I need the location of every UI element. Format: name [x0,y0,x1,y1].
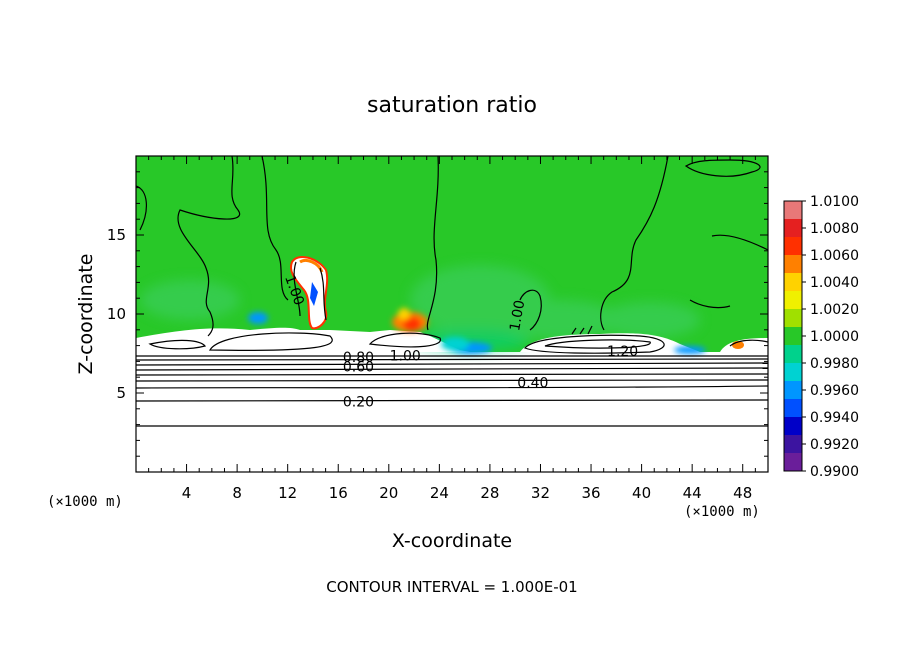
contour-line [711,234,768,251]
saturation-field: 1.001.001.00 1.200.800.600.400.20 [136,156,768,472]
x-tick-label: 48 [733,484,752,502]
y-tick-label: 15 [107,226,126,244]
light-patch [140,280,240,320]
contour-line [293,261,327,321]
supersaturated-patch [403,317,421,331]
y-axis-title: Z-coordinate [75,254,97,375]
colorbar-swatch [784,219,802,238]
colorbar-swatch [784,273,802,292]
colorbar-label: 0.9960 [810,383,859,399]
contour-line [136,379,768,382]
contour-line [136,373,768,376]
colorbar-label: 1.0080 [810,221,859,237]
x-tick-label: 40 [632,484,651,502]
colorbar: 1.0100 1.0080 1.0060 1.0040 1.0020 1.0000 0.99… [783,194,859,480]
colorbar-label: 1.0060 [810,248,859,264]
y-tick-label: 5 [116,384,126,402]
contour-line [524,334,665,354]
contour-label: 0.20 [343,394,374,410]
colorbar-swatch [784,309,802,328]
x-axis-title: X-coordinate [392,530,512,552]
contour-line [136,367,768,371]
contour-line [136,362,768,366]
x-tick-label: 28 [480,484,499,502]
colorbar-swatch [784,435,802,454]
light-patch [600,302,700,338]
colorbar-label: 1.0100 [810,194,859,210]
x-tick-label: 8 [232,484,242,502]
x-tick-label: 24 [430,484,449,502]
contour-label: 0.60 [343,360,374,376]
colorbar-swatch [784,345,802,364]
contour-line [368,332,441,348]
contour-line [729,339,768,347]
subsaturated-patch [674,346,706,354]
colorbar-swatch [784,417,802,436]
colorbar-swatch [784,327,802,346]
contour-line [519,289,542,331]
x-tick-label: 36 [581,484,600,502]
subsaturated-patch [441,337,469,351]
colorbar-swatch [784,291,802,310]
lower-layer [136,352,768,472]
contour-line [148,339,207,350]
colorbar-label: 0.9920 [810,437,859,453]
tower-core [310,282,318,306]
contour-line [689,299,731,309]
contour-line [426,156,439,331]
contour-line [136,358,768,361]
contour-line [136,385,768,389]
contour-label: 1.20 [607,344,638,360]
y-tick-label: 10 [107,305,126,323]
colorbar-label: 0.9900 [810,464,859,480]
colorbar-swatch [784,363,802,382]
x-axis: 4 8 12 16 20 24 28 32 36 40 44 48 [148,156,756,502]
colorbar-swatch [784,453,802,472]
contour-line [136,399,768,402]
colorbar-label: 1.0020 [810,302,859,318]
colorbar-swatch [784,399,802,418]
contour-line [208,332,333,351]
contour-line [571,325,593,335]
colorbar-swatch [784,255,802,274]
colorbar-label: 0.9940 [810,410,859,426]
x-tick-label: 32 [531,484,550,502]
colorbar-swatch [784,381,802,400]
y-axis: 5 10 15 [107,171,768,457]
contour-line [600,156,669,331]
contour-line [544,339,651,349]
chart-title: saturation ratio [367,93,537,118]
convective-tower [290,255,329,330]
x-tick-label: 16 [329,484,348,502]
colorbar-label: 1.0000 [810,329,859,345]
contour-line [684,159,761,177]
colorbar-label: 0.9980 [810,356,859,372]
contour-label: 1.00 [507,299,528,332]
contour-interval-note: CONTOUR INTERVAL = 1.000E-01 [326,578,577,596]
x-tick-label: 44 [683,484,702,502]
contour-label: 0.40 [517,376,548,392]
contour-line [261,156,289,301]
colorbar-swatch [784,237,802,256]
colorbar-label: 1.0040 [810,275,859,291]
contour-label: 1.00 [390,349,421,365]
x-tick-label: 12 [278,484,297,502]
x-unit-label: (×1000 m) [684,504,760,520]
subsaturated-patch [248,312,268,324]
x-tick-label: 4 [182,484,192,502]
contour-lines [136,156,768,427]
contour-line [136,425,768,427]
supersaturated-patch [398,308,410,320]
contour-label: 0.80 [343,350,374,366]
y-unit-label: (×1000 m) [47,494,123,510]
x-tick-label: 20 [379,484,398,502]
colorbar-swatch [784,201,802,220]
contour-line [177,156,241,337]
